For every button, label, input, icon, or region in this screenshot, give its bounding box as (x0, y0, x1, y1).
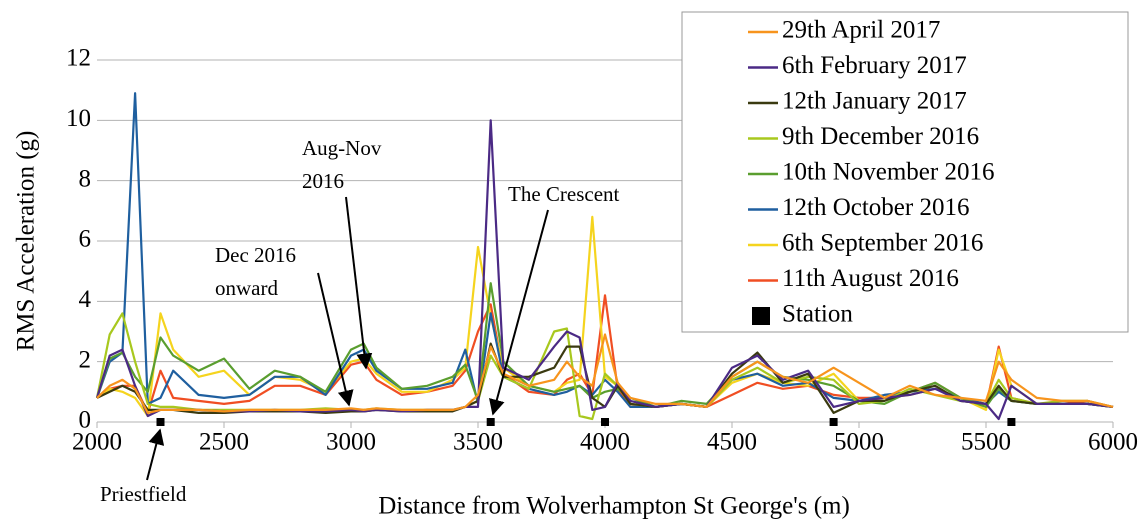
annotation-arrow (345, 196, 373, 370)
x-tick-label: 5000 (834, 429, 884, 456)
series-line (96, 342, 1114, 414)
y-tick-label: 10 (66, 105, 91, 132)
plot (95, 92, 1114, 426)
legend-label: 10th November 2016 (782, 159, 994, 186)
legend-label: 12th January 2017 (782, 88, 967, 115)
y-tick-label: 8 (79, 165, 92, 192)
x-tick-label: 3000 (326, 429, 376, 456)
annotation: onward (215, 276, 278, 300)
x-tick-label: 6000 (1088, 429, 1138, 456)
station-marker (601, 418, 609, 426)
legend: 29th April 2017 6th February 2017 12th Jan… (748, 17, 994, 328)
legend-label: 12th October 2016 (782, 194, 969, 221)
station-marker (829, 418, 838, 426)
series-line (96, 333, 1114, 414)
station-marker (156, 418, 165, 426)
series-line (95, 282, 1114, 408)
legend-label: 9th December 2016 (782, 123, 979, 150)
legend-label: 29th April 2017 (782, 17, 940, 44)
station-marker (486, 418, 495, 426)
legend-marker (752, 307, 770, 325)
annotation: The Crescent (508, 182, 620, 206)
annotation: Priestfield (100, 482, 187, 506)
y-tick-label: 2 (79, 346, 92, 373)
annotation-arrow (317, 272, 354, 407)
y-tick-label: 6 (79, 226, 92, 253)
legend-label: 6th February 2017 (782, 52, 967, 79)
x-tick-label: 4500 (707, 429, 757, 456)
annotation: Aug-Nov (302, 136, 382, 160)
y-tick-label: 0 (79, 407, 92, 434)
y-axis-label: RMS Acceleration (g) (13, 131, 40, 352)
grid: 0 2 4 6 8 10 12 2000 2500 3000 3500 4000 4500 5000 550… (66, 45, 1138, 456)
legend-label: 11th August 2016 (782, 265, 959, 292)
x-axis-label: Distance from Wolverhampton St George's … (378, 493, 850, 520)
legend-box (681, 11, 1129, 333)
x-tick-label: 5500 (961, 429, 1011, 456)
x-tick-label: 2500 (199, 429, 249, 456)
x-tick-label: 4000 (580, 429, 630, 456)
annotation-arrow (489, 209, 549, 416)
y-tick-label: 4 (79, 286, 92, 313)
x-tick-label: 3500 (453, 429, 503, 456)
legend-label: 6th September 2016 (782, 230, 983, 257)
x-tick-label: 2000 (72, 429, 122, 456)
y-tick-label: 12 (66, 45, 91, 72)
annotation: Dec 2016 (215, 243, 296, 267)
legend-label: Station (782, 301, 853, 328)
annotation-arrow (146, 428, 165, 481)
station-marker (1007, 418, 1016, 426)
annotation: 2016 (302, 169, 344, 193)
